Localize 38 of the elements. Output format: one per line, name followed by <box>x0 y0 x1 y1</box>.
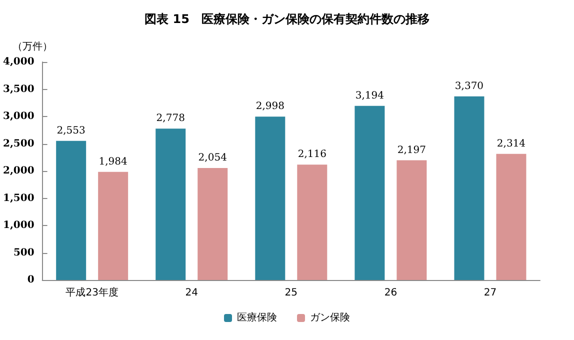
y-tick-label: 0 <box>27 274 34 286</box>
x-tick-label: 25 <box>284 288 298 298</box>
x-tick-label: 平成23年度 <box>66 286 118 298</box>
bar <box>454 96 484 280</box>
y-tick-label: 3,500 <box>2 84 34 95</box>
bar <box>496 154 526 280</box>
y-tick-label: 1,500 <box>2 192 34 204</box>
y-axis-title: （万件） <box>12 42 52 52</box>
data-label: 2,778 <box>156 113 185 124</box>
bar <box>396 160 427 280</box>
data-label: 3,370 <box>454 80 484 92</box>
y-tick-label: 3,000 <box>2 111 34 122</box>
bar <box>354 106 385 280</box>
bar <box>297 164 328 280</box>
x-tick-label: 26 <box>384 288 398 298</box>
chart-title: 図表 15 医療保険・ガン保険の保有契約件数の推移 <box>144 12 430 26</box>
data-label: 2,054 <box>198 152 227 164</box>
y-tick-label: 500 <box>13 247 34 258</box>
bar <box>98 172 128 280</box>
data-label: 3,194 <box>355 90 384 102</box>
y-tick-label: 1,000 <box>2 220 34 231</box>
y-tick-label: 2,500 <box>2 138 34 150</box>
bar <box>156 128 186 280</box>
bar <box>56 140 86 280</box>
bar <box>198 168 228 280</box>
y-tick-label: 2,000 <box>2 166 34 176</box>
legend-label: 医療保険 <box>237 312 277 324</box>
data-label: 1,984 <box>98 156 128 168</box>
bar <box>255 116 286 280</box>
y-tick-label: 4,000 <box>2 56 34 68</box>
x-tick-label: 27 <box>484 288 497 298</box>
data-label: 2,116 <box>298 149 326 160</box>
data-label: 2,314 <box>496 138 526 150</box>
legend-label: ガン保険 <box>310 312 350 324</box>
data-label: 2,998 <box>256 101 284 112</box>
x-tick-label: 24 <box>185 288 198 298</box>
data-label: 2,197 <box>397 144 426 156</box>
data-label: 2,553 <box>56 125 86 136</box>
